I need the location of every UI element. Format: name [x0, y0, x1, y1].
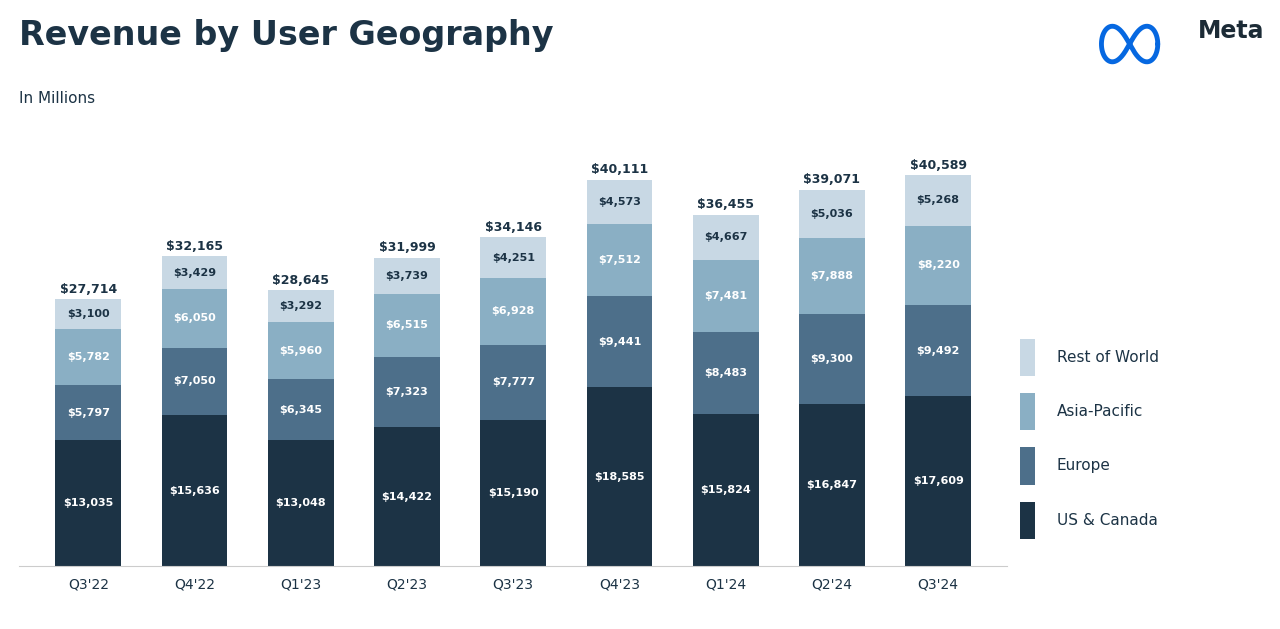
- Text: $15,190: $15,190: [488, 488, 539, 498]
- Bar: [905, 396, 972, 566]
- Text: $6,050: $6,050: [173, 313, 216, 323]
- Text: $3,739: $3,739: [385, 270, 429, 281]
- Text: $36,455: $36,455: [698, 199, 754, 211]
- Bar: [586, 296, 653, 387]
- Bar: [161, 415, 228, 566]
- Bar: [161, 256, 228, 289]
- Text: $40,589: $40,589: [910, 159, 966, 172]
- Text: $5,797: $5,797: [67, 408, 110, 418]
- Text: $27,714: $27,714: [60, 282, 116, 296]
- FancyBboxPatch shape: [1020, 447, 1034, 484]
- Bar: [799, 314, 865, 404]
- Bar: [374, 258, 440, 294]
- Text: Revenue by User Geography: Revenue by User Geography: [19, 19, 554, 52]
- Text: $34,146: $34,146: [485, 221, 541, 234]
- Text: $15,636: $15,636: [169, 486, 220, 496]
- Text: $40,111: $40,111: [591, 164, 648, 176]
- Bar: [692, 260, 759, 332]
- Text: US & Canada: US & Canada: [1056, 513, 1157, 528]
- Text: $4,667: $4,667: [704, 232, 748, 242]
- Text: $17,609: $17,609: [913, 476, 964, 486]
- Bar: [480, 237, 547, 278]
- Text: $5,782: $5,782: [67, 352, 110, 362]
- Bar: [799, 189, 865, 238]
- Bar: [905, 175, 972, 226]
- Text: $39,071: $39,071: [804, 173, 860, 186]
- Text: $7,777: $7,777: [492, 377, 535, 387]
- Bar: [480, 420, 547, 566]
- Text: $32,165: $32,165: [166, 240, 223, 253]
- Bar: [374, 357, 440, 427]
- Bar: [586, 224, 653, 296]
- FancyBboxPatch shape: [1020, 393, 1034, 430]
- Bar: [586, 180, 653, 224]
- Text: $3,100: $3,100: [67, 309, 110, 319]
- Text: Rest of World: Rest of World: [1056, 350, 1158, 365]
- Text: $28,645: $28,645: [273, 274, 329, 287]
- Text: $3,292: $3,292: [279, 301, 323, 311]
- Text: Meta: Meta: [1198, 19, 1265, 43]
- FancyBboxPatch shape: [1020, 338, 1034, 376]
- Text: $7,323: $7,323: [385, 387, 429, 397]
- Bar: [55, 329, 122, 385]
- Text: Europe: Europe: [1056, 459, 1111, 474]
- Bar: [268, 440, 334, 566]
- Text: $16,847: $16,847: [806, 480, 858, 490]
- Text: $6,928: $6,928: [492, 306, 535, 316]
- Text: $7,481: $7,481: [704, 291, 748, 301]
- Text: $15,824: $15,824: [700, 485, 751, 495]
- Text: Asia-Pacific: Asia-Pacific: [1056, 404, 1143, 419]
- Bar: [55, 440, 122, 566]
- Text: $5,036: $5,036: [810, 209, 854, 219]
- Text: $6,515: $6,515: [385, 320, 429, 330]
- Bar: [268, 379, 334, 440]
- Text: $7,888: $7,888: [810, 271, 854, 281]
- Text: $3,429: $3,429: [173, 268, 216, 277]
- Bar: [586, 387, 653, 566]
- Bar: [799, 404, 865, 566]
- Text: $14,422: $14,422: [381, 492, 433, 501]
- Bar: [480, 278, 547, 345]
- Bar: [692, 215, 759, 260]
- Bar: [905, 305, 972, 396]
- Text: $9,492: $9,492: [916, 346, 960, 355]
- Text: $4,251: $4,251: [492, 253, 535, 262]
- Bar: [268, 322, 334, 379]
- Text: $18,585: $18,585: [594, 472, 645, 482]
- Text: In Millions: In Millions: [19, 91, 95, 106]
- Text: $7,512: $7,512: [598, 255, 641, 265]
- Bar: [55, 299, 122, 329]
- Text: $7,050: $7,050: [173, 377, 216, 386]
- Bar: [480, 345, 547, 420]
- Text: $13,035: $13,035: [63, 498, 114, 508]
- Bar: [692, 414, 759, 566]
- Text: $6,345: $6,345: [279, 405, 323, 415]
- Bar: [692, 332, 759, 414]
- Bar: [268, 290, 334, 322]
- Bar: [905, 226, 972, 305]
- Bar: [799, 238, 865, 314]
- Text: $8,220: $8,220: [916, 260, 960, 270]
- Text: $13,048: $13,048: [275, 498, 326, 508]
- Text: $31,999: $31,999: [379, 242, 435, 254]
- Bar: [374, 427, 440, 566]
- Text: $5,960: $5,960: [279, 345, 323, 355]
- Bar: [161, 289, 228, 347]
- Bar: [161, 347, 228, 415]
- Text: $9,300: $9,300: [810, 354, 854, 364]
- Text: $8,483: $8,483: [704, 368, 748, 378]
- Text: $9,441: $9,441: [598, 337, 641, 347]
- Bar: [374, 294, 440, 357]
- FancyBboxPatch shape: [1020, 501, 1034, 539]
- Bar: [55, 385, 122, 440]
- Text: $5,268: $5,268: [916, 196, 960, 206]
- Text: $4,573: $4,573: [598, 197, 641, 207]
